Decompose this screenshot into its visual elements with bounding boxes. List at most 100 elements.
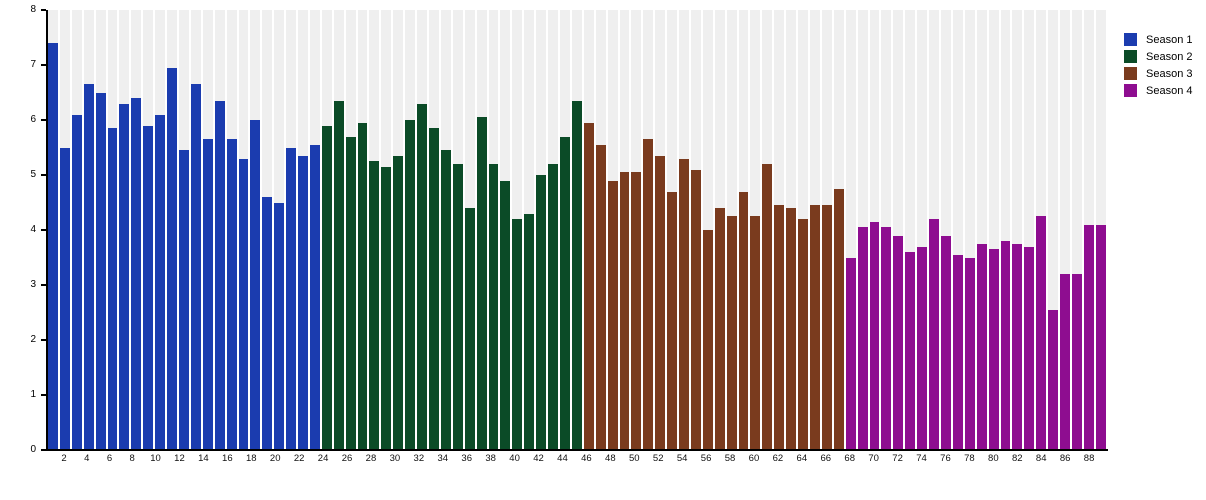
legend-swatch: [1124, 33, 1137, 46]
bar: [583, 122, 594, 450]
bar: [798, 219, 808, 450]
x-tick-label: [235, 453, 244, 464]
bar-slot: [1012, 10, 1023, 450]
bar: [774, 205, 785, 450]
bar: [667, 191, 678, 450]
bar: [405, 120, 416, 450]
bar-slot: [405, 10, 416, 450]
bar: [643, 139, 654, 450]
bar: [202, 139, 213, 450]
legend-item: Season 4: [1124, 82, 1192, 99]
bar-slot: [238, 10, 249, 450]
bar: [190, 84, 201, 450]
bar: [214, 100, 225, 450]
bar: [107, 128, 118, 450]
bar: [988, 249, 999, 450]
bar-slot: [893, 10, 904, 450]
x-tick-label: 44: [557, 453, 568, 464]
x-tick-label: 4: [84, 453, 90, 464]
bar-slot: [440, 10, 451, 450]
x-tick-label: 32: [413, 453, 425, 464]
bar-slot: [83, 10, 94, 450]
bar-slot: [298, 10, 308, 450]
bar-slot: [607, 10, 618, 450]
bar: [357, 122, 368, 450]
bar: [381, 166, 392, 450]
bar: [940, 235, 951, 450]
bar-slot: [726, 10, 737, 450]
x-tick-label: [1072, 453, 1081, 464]
bar-slot: [559, 10, 570, 450]
bar: [178, 150, 189, 450]
x-tick-label: [450, 453, 459, 464]
bar-slot: [845, 10, 856, 450]
x-tick-label: 50: [628, 453, 640, 464]
bar: [631, 172, 642, 450]
bar: [559, 136, 570, 450]
bar: [524, 213, 535, 450]
bar: [48, 43, 58, 450]
y-tick-label: 4: [30, 224, 36, 235]
bar-slot: [774, 10, 785, 450]
y-axis: 0 1 2 3 4 5 6 7 8: [0, 4, 46, 455]
x-tick-label: [618, 453, 627, 464]
bar: [369, 161, 380, 450]
x-tick-label: 78: [964, 453, 975, 464]
x-tick-label: 2: [61, 453, 67, 464]
bar-slot: [917, 10, 928, 450]
bar: [690, 169, 701, 450]
bar: [1012, 243, 1023, 450]
y-tick-mark: [41, 174, 46, 176]
x-tick-label: 86: [1059, 453, 1071, 464]
bar-slot: [214, 10, 225, 450]
y-tick-label: 7: [30, 59, 36, 70]
x-tick-label: 34: [437, 453, 449, 464]
y-axis-line: [46, 10, 48, 451]
bar-slot: [178, 10, 189, 450]
bar-slot: [905, 10, 916, 450]
x-tick-label: 48: [605, 453, 616, 464]
bar-slot: [262, 10, 273, 450]
bar-slot: [250, 10, 261, 450]
x-tick-label: [881, 453, 890, 464]
bar: [393, 155, 404, 450]
bar: [95, 92, 106, 450]
x-tick-label: 22: [293, 453, 305, 464]
x-tick-label: [48, 453, 57, 464]
bar: [952, 254, 963, 450]
x-tick-label: 24: [317, 453, 329, 464]
x-tick-label: 42: [533, 453, 544, 464]
x-tick-label: 80: [988, 453, 999, 464]
bar: [750, 216, 761, 450]
x-tick-label: [378, 453, 387, 464]
bar-slot: [1071, 10, 1082, 450]
y-tick-mark: [41, 64, 46, 66]
x-tick-label: [570, 453, 579, 464]
bar-slot: [48, 10, 58, 450]
y-tick-label: 3: [30, 279, 36, 290]
x-tick-label: [857, 453, 866, 464]
x-tick-label: 66: [820, 453, 832, 464]
bar-slot: [345, 10, 356, 450]
bar: [274, 202, 285, 450]
y-tick-mark: [41, 9, 46, 11]
x-tick-label: 84: [1035, 453, 1047, 464]
bar: [810, 205, 820, 450]
bar-slot: [476, 10, 487, 450]
bar-slot: [226, 10, 237, 450]
y-tick-mark: [41, 339, 46, 341]
x-tick-label: [594, 453, 603, 464]
x-tick-label: [163, 453, 172, 464]
x-tick-label: [642, 453, 651, 464]
y-tick-label: 1: [30, 389, 36, 400]
bar-slot: [667, 10, 678, 450]
bar: [726, 216, 737, 450]
legend-label: Season 2: [1146, 50, 1193, 63]
bar-slot: [512, 10, 523, 450]
y-tick-label: 6: [30, 114, 36, 125]
bar-slot: [95, 10, 106, 450]
y-tick-mark: [41, 449, 46, 451]
bar: [786, 208, 797, 450]
bar: [1083, 224, 1094, 450]
bar-slot: [190, 10, 201, 450]
